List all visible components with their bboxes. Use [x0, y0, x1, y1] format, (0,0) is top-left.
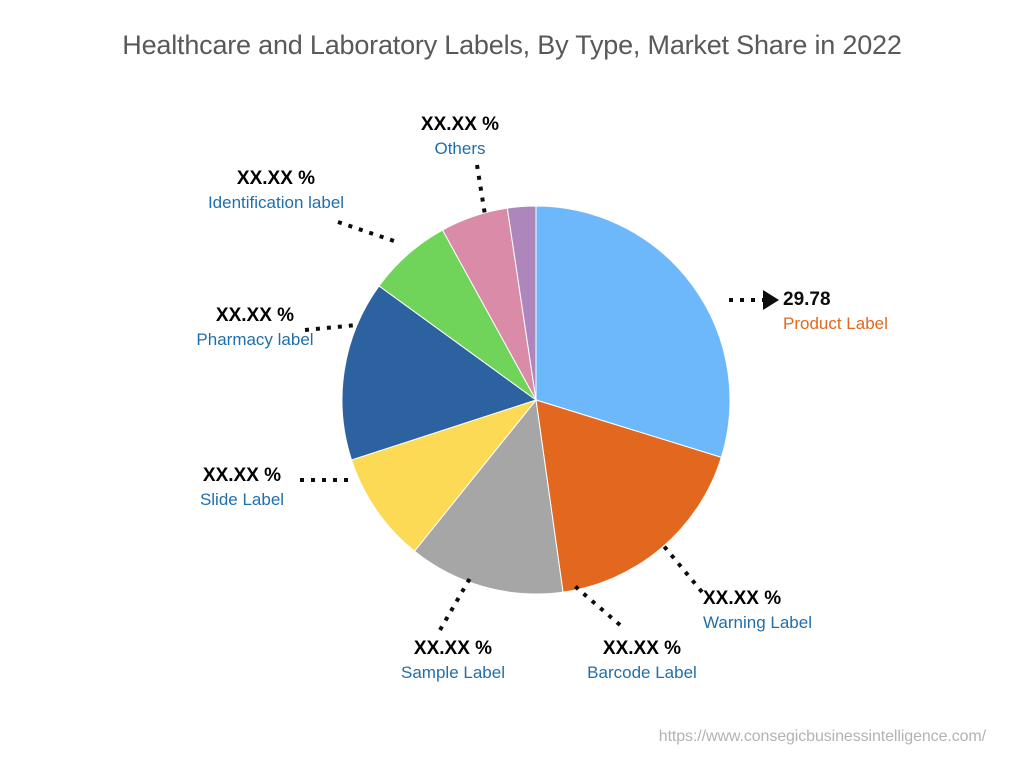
callout-product-label: 29.78 Product Label	[783, 289, 983, 334]
page-title: Healthcare and Laboratory Labels, By Typ…	[122, 30, 902, 60]
callout-value-sample-label: XX.XX %	[413, 638, 493, 659]
callout-label-pharmacy-label: Pharmacy label	[196, 330, 314, 350]
callout-value-others: XX.XX %	[420, 114, 500, 135]
callout-value-identification-label: XX.XX %	[236, 168, 316, 189]
callout-pharmacy-label: XX.XX % Pharmacy label	[172, 305, 338, 350]
callout-label-sample-label: Sample Label	[401, 663, 505, 683]
pie-slice-group	[341, 205, 731, 595]
callout-barcode-label: XX.XX % Barcode Label	[568, 638, 716, 683]
pie-slice-barcode-label[interactable]	[413, 398, 564, 595]
callout-warning-label: XX.XX % Warning Label	[703, 588, 883, 633]
callout-label-warning-label: Warning Label	[703, 613, 812, 633]
callout-identification-label: XX.XX % Identification label	[178, 168, 374, 213]
source-url: https://www.consegicbusinessintelligence…	[658, 728, 986, 745]
callout-label-barcode-label: Barcode Label	[587, 663, 697, 683]
pie-chart	[341, 205, 731, 595]
callout-label-identification-label: Identification label	[207, 193, 345, 213]
pie-slice-slide-label[interactable]	[341, 285, 538, 461]
callout-value-warning-label: XX.XX %	[703, 588, 782, 609]
pie-slice-product-label[interactable]	[535, 205, 731, 458]
arrow-head-icon	[763, 290, 779, 310]
callout-label-others: Others	[434, 139, 486, 159]
callout-value-product-label: 29.78	[783, 289, 831, 310]
pie-slice-sample-label[interactable]	[350, 399, 538, 552]
pie-slice-others[interactable]	[506, 205, 537, 401]
callout-value-slide-label: XX.XX %	[202, 465, 282, 486]
callout-label-product-label: Product Label	[783, 314, 888, 334]
callout-others: XX.XX % Others	[370, 114, 550, 159]
callout-value-barcode-label: XX.XX %	[602, 638, 682, 659]
callout-label-slide-label: Slide Label	[199, 490, 285, 510]
pie-chart-svg	[341, 205, 731, 595]
callout-sample-label: XX.XX % Sample Label	[383, 638, 523, 683]
callout-value-pharmacy-label: XX.XX %	[215, 305, 295, 326]
callout-slide-label: XX.XX % Slide Label	[180, 465, 304, 510]
